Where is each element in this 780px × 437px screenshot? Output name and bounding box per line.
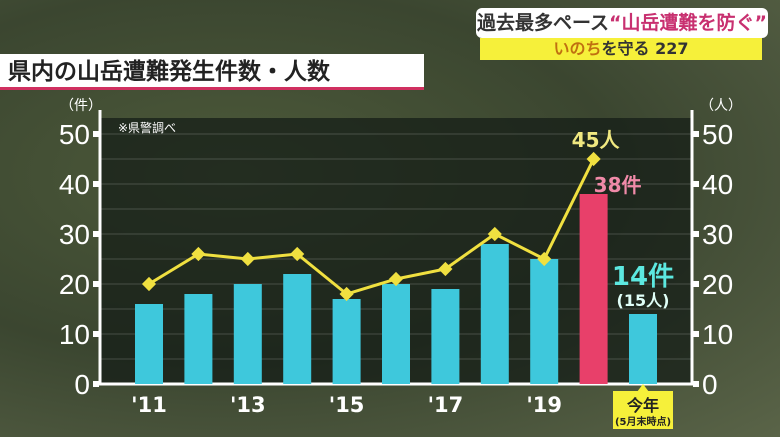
x-tick-label: '17 <box>428 393 464 417</box>
line-point <box>141 276 157 292</box>
bar <box>382 284 410 384</box>
x-tick-label: '11 <box>131 393 167 417</box>
line-point <box>339 286 354 302</box>
right-tick <box>693 231 699 237</box>
right-tick-label: 20 <box>702 269 733 300</box>
right-tick <box>693 181 699 187</box>
headline-prefix: 過去最多ペース <box>476 12 610 34</box>
annotation-current-cases: 14件 <box>612 262 674 292</box>
current-pointer <box>637 384 649 392</box>
right-tick <box>693 381 699 387</box>
annotation-peak-people: 45人 <box>572 128 621 152</box>
headline: 過去最多ペース“山岳遭難を防ぐ” <box>476 8 768 38</box>
x-tick-label: '15 <box>329 393 365 417</box>
left-tick-label: 30 <box>59 219 90 250</box>
left-tick <box>93 381 99 387</box>
line-point <box>586 151 601 167</box>
chart-title: 県内の山岳遭難発生件数・人数 <box>0 54 424 90</box>
bar <box>431 289 460 384</box>
headline-emphasis: “山岳遭難を防ぐ” <box>609 12 768 34</box>
annotation-peak-cases: 38件 <box>594 173 642 197</box>
line-point <box>388 271 404 287</box>
left-tick <box>93 331 99 337</box>
line-point <box>191 246 206 262</box>
current-label-box <box>613 391 673 429</box>
bar <box>184 294 213 384</box>
annotation-current-people: (15人) <box>617 291 670 310</box>
left-unit: （件） <box>60 98 102 114</box>
left-tick-label: 40 <box>59 169 90 200</box>
x-tick-label: '19 <box>526 393 562 417</box>
current-label: 今年 <box>626 396 659 415</box>
people-line <box>148 158 595 296</box>
line-point <box>487 226 502 242</box>
current-sub-label: (5月末時点) <box>615 415 671 428</box>
right-tick <box>693 131 699 137</box>
left-tick <box>93 281 99 287</box>
line-point <box>537 251 552 267</box>
subheadline: いのちを守る 227 <box>480 38 762 60</box>
right-tick-label: 50 <box>702 119 733 150</box>
bar <box>579 194 608 384</box>
left-tick-label: 10 <box>59 319 90 350</box>
left-tick <box>93 181 99 187</box>
left-tick-label: 50 <box>59 119 90 150</box>
right-tick <box>693 281 699 287</box>
source-note: ※県警調べ <box>118 120 176 135</box>
bar <box>283 274 312 384</box>
bar <box>135 304 163 384</box>
x-tick-label: '13 <box>230 393 266 417</box>
right-tick-label: 10 <box>702 319 733 350</box>
line-point <box>240 251 255 267</box>
bar <box>233 284 262 384</box>
subheadline-colored: いのち <box>553 39 602 58</box>
right-tick-label: 30 <box>702 219 733 250</box>
bar <box>629 314 657 384</box>
left-tick <box>93 231 99 237</box>
left-tick <box>93 131 99 137</box>
subheadline-rest: を守る 227 <box>601 39 689 58</box>
right-tick-label: 0 <box>702 369 718 400</box>
left-tick-label: 0 <box>74 369 90 400</box>
left-tick-label: 20 <box>59 269 90 300</box>
right-unit: （人） <box>700 98 742 114</box>
line-point <box>438 261 453 277</box>
right-tick <box>693 331 699 337</box>
bar <box>530 259 559 384</box>
right-tick-label: 40 <box>702 169 733 200</box>
bar <box>332 299 361 384</box>
bar <box>480 244 509 384</box>
line-point <box>290 246 305 262</box>
